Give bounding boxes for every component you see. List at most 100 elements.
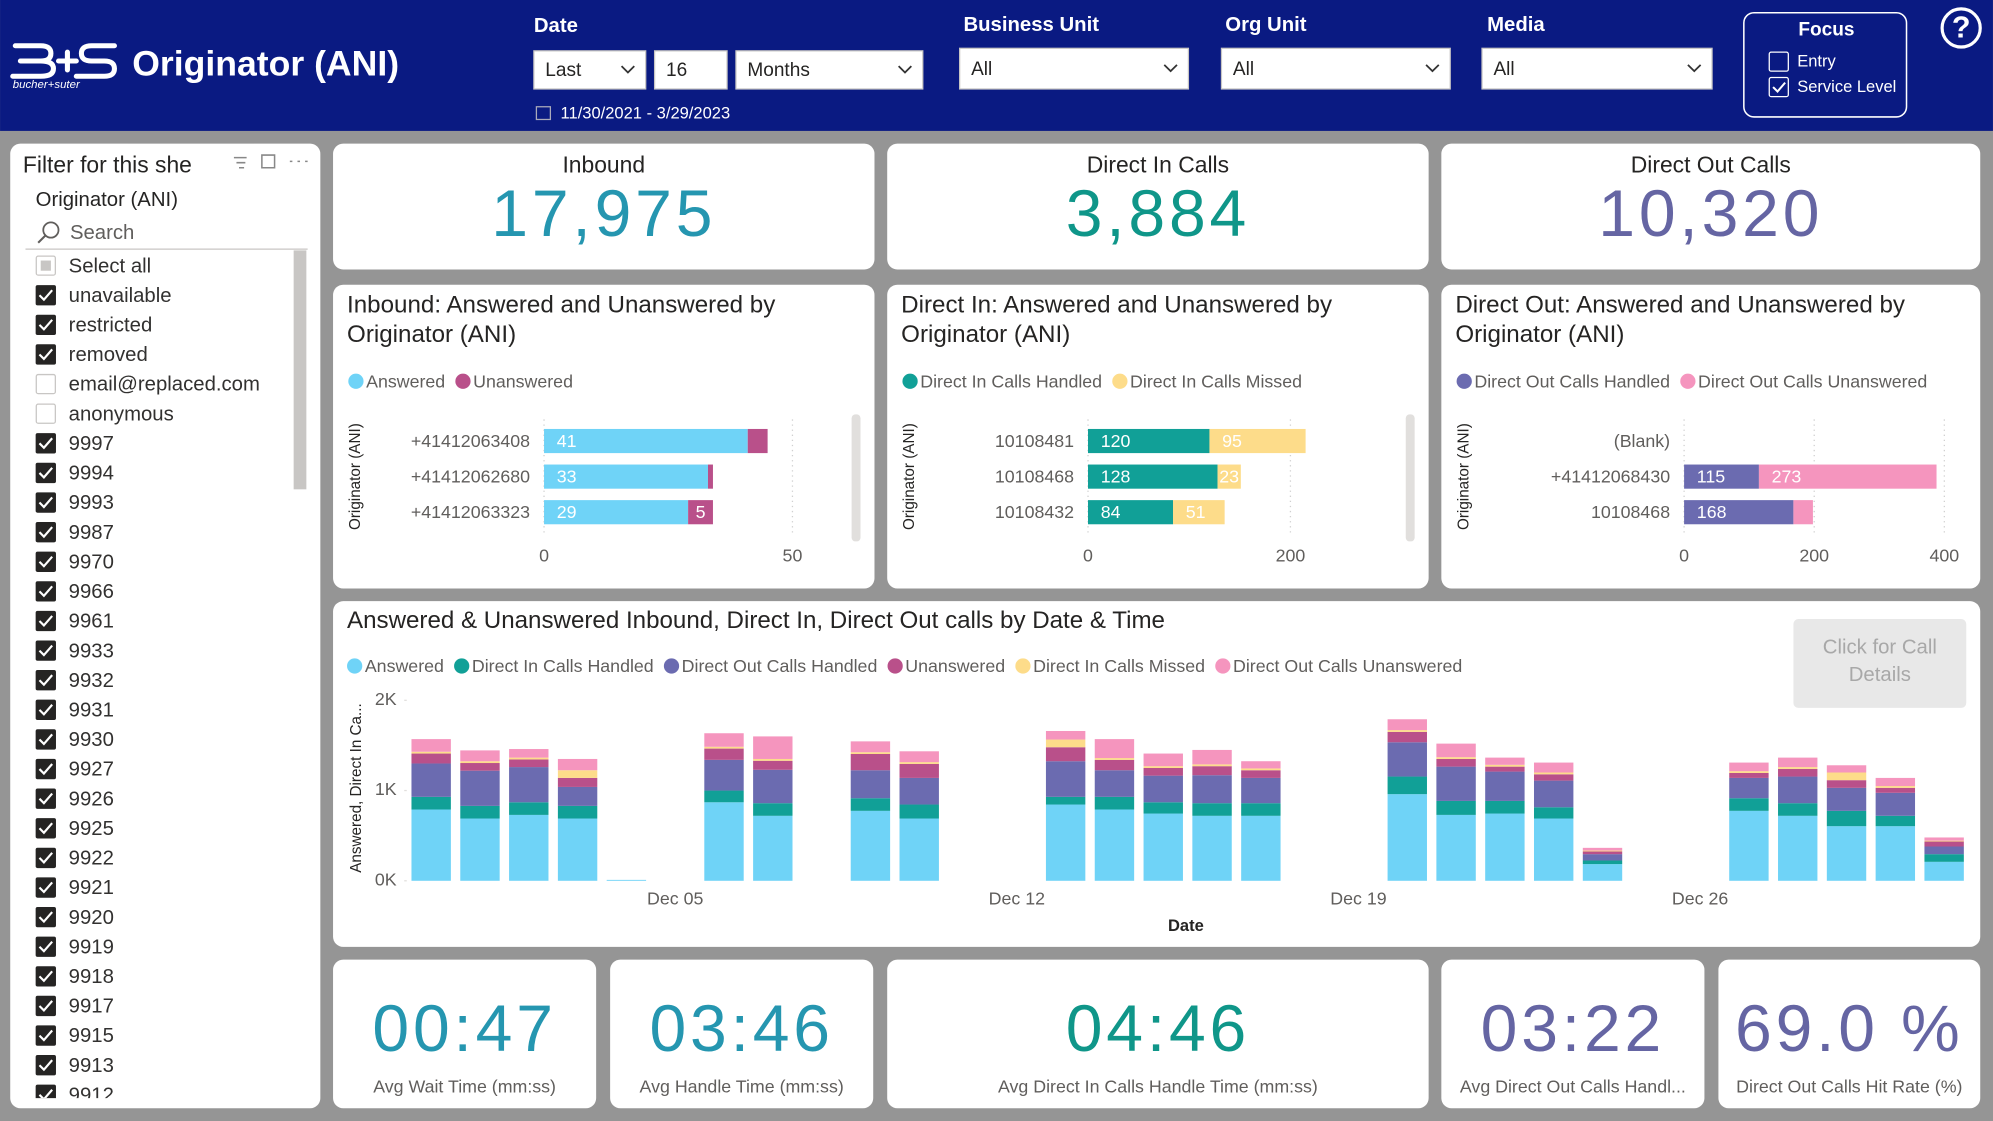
slicer-checkbox[interactable] xyxy=(35,285,56,306)
slicer-item-label: 9918 xyxy=(69,966,114,988)
slicer-checkbox[interactable] xyxy=(35,640,56,661)
slicer-checkbox[interactable] xyxy=(35,1055,56,1076)
dropdown[interactable] xyxy=(1220,47,1451,90)
details-button[interactable] xyxy=(1793,618,1967,708)
bar-segment xyxy=(850,741,891,753)
bar-segment xyxy=(704,802,744,881)
slicer-item[interactable]: 9930 xyxy=(35,729,114,751)
data-label: 168 xyxy=(1697,502,1727,522)
slicer-item[interactable]: 9927 xyxy=(35,758,114,781)
slicer-checkbox[interactable] xyxy=(35,788,56,809)
slicer-item[interactable]: restricted xyxy=(35,314,153,337)
legend-label: Unanswered xyxy=(905,656,1005,676)
focus-option: Entry xyxy=(1797,52,1836,71)
x-tick-label: 0 xyxy=(539,545,549,565)
slicer-item[interactable]: 9994 xyxy=(35,462,114,485)
slicer-item[interactable]: 9926 xyxy=(35,788,114,810)
kpi-label: Inbound xyxy=(562,152,645,178)
bar-segment xyxy=(1094,758,1135,760)
slicer-item[interactable]: 9966 xyxy=(35,581,114,603)
dropdown[interactable] xyxy=(959,47,1190,90)
slicer-item[interactable]: 9918 xyxy=(35,966,114,988)
slicer-item[interactable]: 9925 xyxy=(35,818,114,840)
slicer-item[interactable]: 9919 xyxy=(35,936,114,958)
slicer-item[interactable]: 9931 xyxy=(35,699,114,721)
data-label: 41 xyxy=(557,431,577,451)
bar-segment xyxy=(850,798,891,811)
bar-segment xyxy=(1045,761,1086,797)
slicer-item[interactable]: 9987 xyxy=(35,521,114,544)
slicer-item[interactable]: unavailable xyxy=(35,285,172,307)
slicer-item[interactable]: 9920 xyxy=(35,906,114,929)
slicer-item[interactable]: email@replaced.com xyxy=(35,373,260,396)
bar-segment xyxy=(899,777,939,805)
bar-segment xyxy=(1533,774,1574,781)
focus-checkbox[interactable] xyxy=(1768,51,1789,72)
slicer-checkbox[interactable] xyxy=(35,403,56,424)
dropdown[interactable] xyxy=(533,50,647,90)
slicer-checkbox[interactable] xyxy=(35,936,56,957)
slicer-item[interactable]: 9915 xyxy=(35,1025,114,1047)
slicer-item[interactable]: 9921 xyxy=(35,877,114,899)
bar-segment xyxy=(509,749,549,758)
focus-checkbox[interactable] xyxy=(1768,76,1789,98)
slicer-item[interactable]: 9933 xyxy=(35,640,114,662)
bar-segment xyxy=(1217,464,1241,489)
slicer-checkbox[interactable] xyxy=(35,670,56,691)
details-button-label: Click for Call Details xyxy=(1822,636,1937,687)
slicer-item[interactable]: 9922 xyxy=(35,847,114,870)
slicer-item[interactable]: 9932 xyxy=(35,670,114,692)
bar-segment xyxy=(1094,739,1135,759)
dropdown[interactable] xyxy=(735,50,924,90)
slicer-item[interactable]: 9997 xyxy=(35,433,114,455)
slicer-checkbox[interactable] xyxy=(35,995,56,1017)
slicer-item[interactable]: 9913 xyxy=(35,1055,114,1077)
slicer-checkbox[interactable] xyxy=(35,758,56,780)
slicer-checkbox[interactable] xyxy=(35,729,56,750)
slicer-checkbox[interactable] xyxy=(35,344,56,365)
dropdown[interactable] xyxy=(1481,47,1713,90)
bar-segment xyxy=(1387,794,1427,881)
slicer-checkbox[interactable] xyxy=(35,1025,56,1046)
slicer-checkbox[interactable] xyxy=(35,462,56,484)
slicer-checkbox[interactable] xyxy=(35,966,56,987)
slicer-checkbox[interactable] xyxy=(35,373,56,395)
slicer-check-tick xyxy=(38,852,53,864)
slicer-checkbox[interactable] xyxy=(35,818,56,839)
slicer-item[interactable]: 9970 xyxy=(35,551,114,573)
slicer-item[interactable]: 9993 xyxy=(35,492,114,514)
slicer-checkbox[interactable] xyxy=(35,877,56,898)
slicer-checkbox[interactable] xyxy=(35,610,56,632)
slicer-checkbox[interactable] xyxy=(35,847,56,869)
slicer-item[interactable]: Select all xyxy=(35,255,151,277)
slicer-item[interactable]: 9961 xyxy=(35,610,114,633)
slicer-item[interactable]: anonymous xyxy=(35,403,174,425)
slicer-item-label: 9933 xyxy=(69,640,114,662)
slicer-checkbox[interactable] xyxy=(35,581,56,602)
bar-segment xyxy=(1192,815,1232,881)
slicer-item[interactable]: removed xyxy=(35,344,148,366)
logo-s xyxy=(73,43,117,79)
legend-swatch xyxy=(1112,373,1128,389)
slicer-item[interactable]: 9917 xyxy=(35,995,114,1018)
data-label: 33 xyxy=(557,467,577,487)
slicer-item-label: Select all xyxy=(69,255,151,277)
bar-segment xyxy=(1436,800,1476,815)
bar-segment xyxy=(1241,803,1281,816)
bar-segment xyxy=(557,786,598,806)
bar-segment xyxy=(460,770,500,806)
slicer-checkbox[interactable] xyxy=(35,433,56,454)
kpi-value: 10,320 xyxy=(1598,177,1823,251)
dropdown-chevron xyxy=(1163,64,1178,73)
slicer-item[interactable]: 9912 xyxy=(35,1084,114,1106)
slicer-checkbox[interactable] xyxy=(35,521,56,543)
bar-segment xyxy=(704,748,744,760)
slicer-checkbox[interactable] xyxy=(35,906,56,928)
slicer-checkbox[interactable] xyxy=(35,492,56,513)
metric-label: Direct Out Calls Hit Rate (%) xyxy=(1736,1077,1962,1097)
dropdown[interactable] xyxy=(653,50,728,90)
slicer-checkbox[interactable] xyxy=(35,699,56,721)
slicer-checkbox[interactable] xyxy=(35,551,56,572)
slicer-checkbox[interactable] xyxy=(35,314,56,336)
help-button[interactable] xyxy=(1940,7,1982,49)
